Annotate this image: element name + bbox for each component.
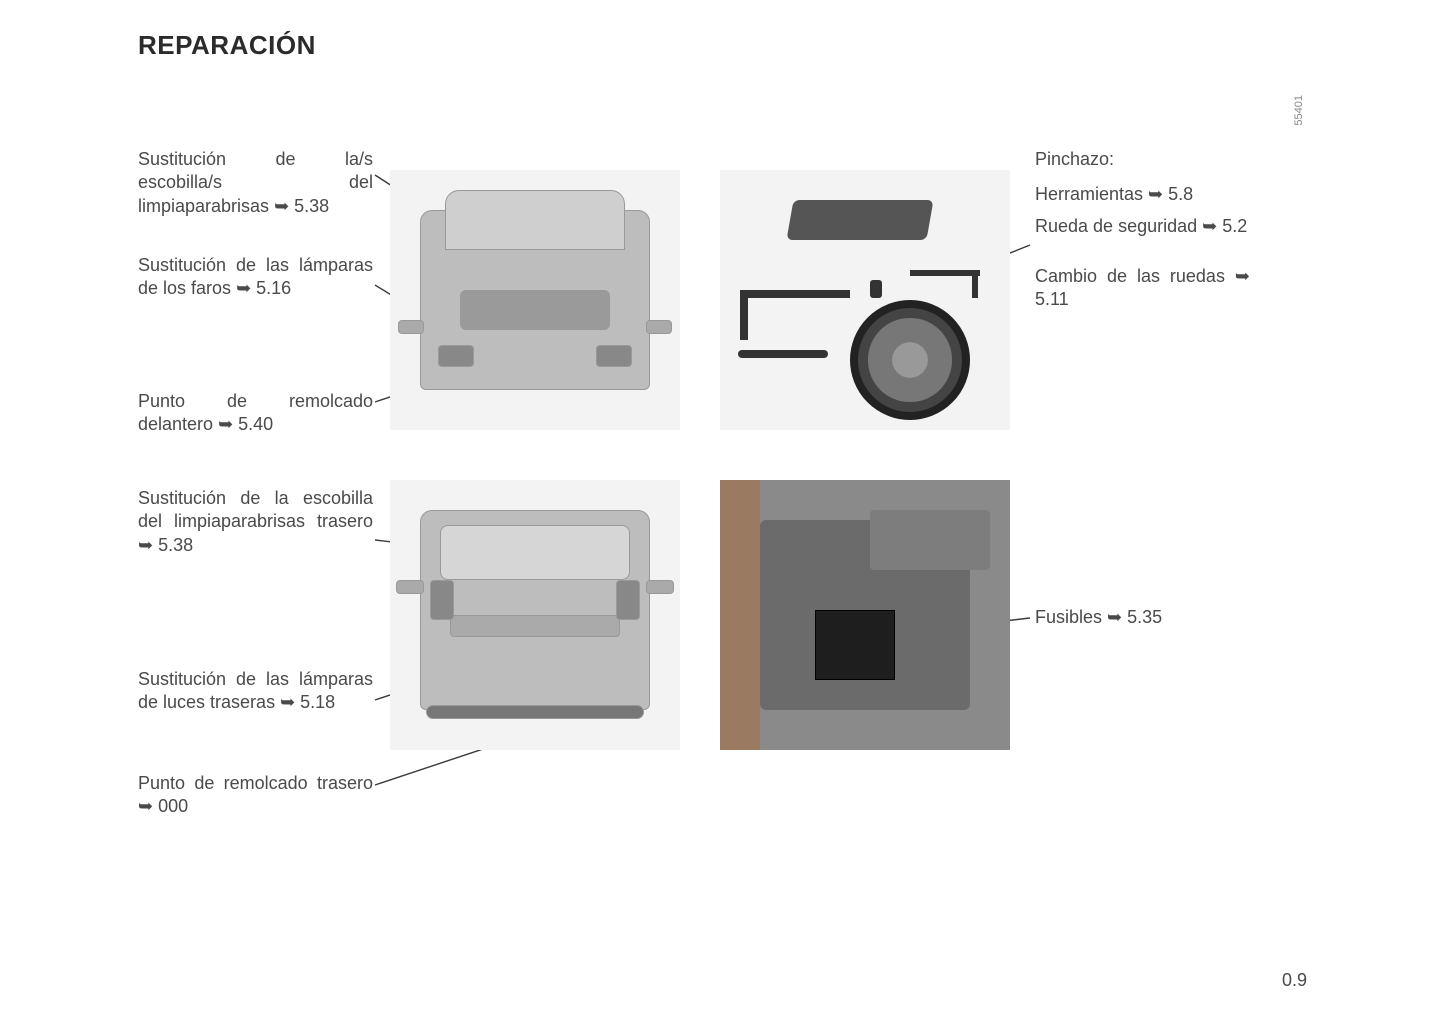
illustration-car-rear [390, 480, 680, 750]
illustration-tools [720, 170, 1010, 430]
doc-id: 55401 [1293, 95, 1305, 126]
callout-right: Herramientas ➥ 5.8 [1035, 183, 1250, 206]
callout-left: Sustitución de la escobilla del limpiapa… [138, 487, 373, 557]
illustration-interior [720, 480, 1010, 750]
callout-right: Fusibles ➥ 5.35 [1035, 606, 1250, 629]
callout-left: Sustitución de la/s escobilla/s del limp… [138, 148, 373, 218]
callout-left: Punto de remolcado delantero ➥ 5.40 [138, 390, 373, 437]
callout-right: Rueda de seguridad ➥ 5.2 [1035, 215, 1250, 238]
callout-left: Sustitución de las lámparas de luces tra… [138, 668, 373, 715]
illustration-car-front [390, 170, 680, 430]
page-title: REPARACIÓN [138, 30, 316, 61]
callout-right: Cambio de las ruedas ➥ 5.11 [1035, 265, 1250, 312]
page-number: 0.9 [1282, 970, 1307, 991]
callout-right: Pinchazo: [1035, 148, 1250, 171]
callout-left: Sustitución de las lámparas de los faros… [138, 254, 373, 301]
callout-left: Punto de remolcado trasero ➥ 000 [138, 772, 373, 819]
